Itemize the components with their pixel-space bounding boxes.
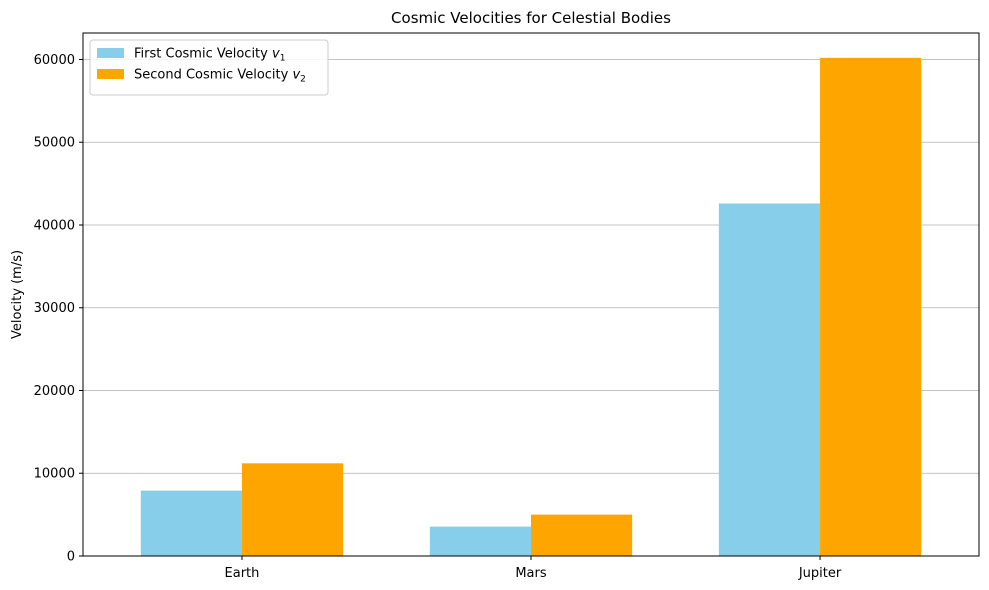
legend-swatch-2 [97,69,124,79]
legend: First Cosmic Velocity v1 Second Cosmic Ve… [89,39,329,96]
y-axis-label: Velocity (m/s) [10,250,25,339]
legend-swatch-1 [97,48,124,58]
bar-earth-series-1 [140,490,242,556]
bar-earth-series-2 [241,463,344,556]
y-tick-label-2: 20000 [34,384,75,399]
legend-label-2: Second Cosmic Velocity v2 [134,68,306,85]
y-tick-label-1: 10000 [34,467,75,482]
chart-title: Cosmic Velocities for Celestial Bodies [391,9,671,27]
x-tick-label-mars: Mars [515,566,547,581]
x-tick-label-jupiter: Jupiter [798,566,842,581]
x-tick-label-earth: Earth [225,566,260,581]
y-tick-label-4: 40000 [34,218,75,233]
legend-label-1: First Cosmic Velocity v1 [134,47,285,64]
y-tick-label-6: 60000 [34,53,75,68]
bar-mars-series-2 [531,514,633,556]
y-tick-label-3: 30000 [34,301,75,316]
bar-jupiter-series-2 [820,57,922,556]
ticks: 0 10000 20000 30000 40000 50000 60000 Earth Mars… [34,53,842,581]
bar-jupiter-series-1 [718,203,821,557]
bar-mars-series-1 [429,526,531,556]
legend-box [89,39,329,96]
bars [140,57,922,557]
y-tick-label-5: 50000 [34,136,75,151]
y-tick-label-0: 0 [67,550,75,565]
